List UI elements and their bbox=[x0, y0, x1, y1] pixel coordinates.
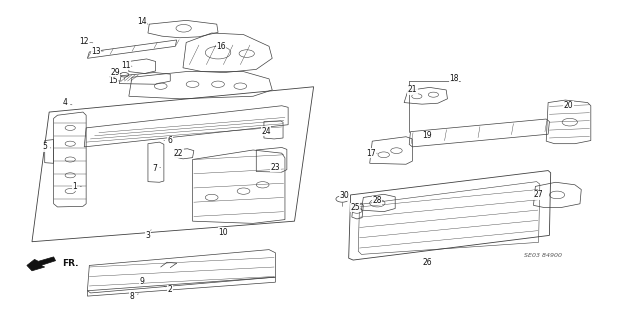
Text: 17: 17 bbox=[366, 149, 376, 158]
Text: 28: 28 bbox=[372, 196, 382, 205]
Text: 5: 5 bbox=[42, 142, 47, 151]
Text: 7: 7 bbox=[152, 165, 157, 174]
Text: 13: 13 bbox=[91, 47, 100, 56]
Text: 1: 1 bbox=[72, 182, 77, 191]
Text: 24: 24 bbox=[261, 127, 271, 136]
Text: 21: 21 bbox=[408, 85, 417, 94]
Text: 18: 18 bbox=[449, 74, 459, 83]
Text: 30: 30 bbox=[339, 191, 349, 200]
Text: 10: 10 bbox=[218, 228, 228, 237]
Text: 14: 14 bbox=[137, 18, 147, 26]
Text: 6: 6 bbox=[168, 136, 173, 145]
Text: 8: 8 bbox=[130, 292, 134, 300]
Text: 20: 20 bbox=[564, 101, 573, 110]
Text: 16: 16 bbox=[216, 42, 226, 51]
Text: FR.: FR. bbox=[62, 259, 79, 268]
Text: 19: 19 bbox=[422, 131, 432, 140]
Text: 29: 29 bbox=[110, 68, 120, 77]
Text: 25: 25 bbox=[350, 203, 360, 212]
Text: 22: 22 bbox=[174, 149, 183, 158]
Text: 12: 12 bbox=[79, 37, 89, 46]
Text: 11: 11 bbox=[121, 61, 131, 70]
Polygon shape bbox=[27, 257, 56, 271]
Text: 27: 27 bbox=[533, 190, 543, 199]
Text: 15: 15 bbox=[108, 76, 118, 85]
Text: 23: 23 bbox=[271, 163, 280, 172]
Text: 3: 3 bbox=[145, 231, 150, 240]
Text: SE03 84900: SE03 84900 bbox=[524, 254, 562, 258]
Text: 26: 26 bbox=[422, 258, 432, 267]
Text: 4: 4 bbox=[63, 98, 68, 107]
Text: 9: 9 bbox=[139, 277, 144, 286]
Text: 2: 2 bbox=[168, 285, 173, 294]
